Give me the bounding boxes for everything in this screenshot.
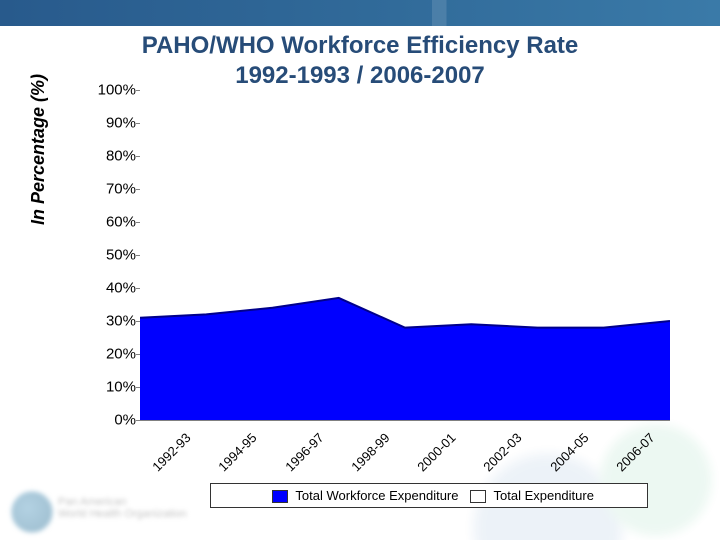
footer-logo: Pan AmericanWorld Health Organization (6, 486, 166, 534)
header-band (0, 0, 720, 26)
series-fill (140, 298, 670, 420)
x-tick-label: 1998-99 (339, 430, 392, 483)
legend: Total Workforce Expenditure Total Expend… (210, 483, 648, 508)
legend-swatch-0 (272, 490, 288, 503)
slide-title: PAHO/WHO Workforce Efficiency Rate (0, 32, 720, 60)
y-tick-mark (136, 387, 140, 388)
x-tick-label: 2002-03 (472, 430, 525, 483)
slide-root: PAHO/WHO Workforce Efficiency Rate 1992-… (0, 0, 720, 540)
y-tick-label: 60% (90, 214, 136, 231)
x-tick-label: 1992-93 (141, 430, 194, 483)
y-tick-label: 40% (90, 280, 136, 297)
logo-globe-icon (10, 490, 54, 534)
area-chart-svg (140, 90, 670, 420)
plot-area: 100%90%80%70%60%50%40%30%20%10%0%1992-93… (140, 90, 670, 421)
y-tick-label: 50% (90, 247, 136, 264)
y-tick-mark (136, 156, 140, 157)
y-tick-label: 100% (90, 82, 136, 99)
x-tick-label: 1996-97 (273, 430, 326, 483)
y-tick-label: 90% (90, 115, 136, 132)
legend-label-0: Total Workforce Expenditure (295, 488, 458, 503)
x-tick-label: 1994-95 (207, 430, 260, 483)
y-axis-label: In Percentage (%) (28, 74, 49, 225)
legend-label-1: Total Expenditure (494, 488, 594, 503)
y-tick-label: 20% (90, 346, 136, 363)
y-tick-label: 80% (90, 148, 136, 165)
y-tick-mark (136, 123, 140, 124)
y-tick-label: 30% (90, 313, 136, 330)
y-tick-mark (136, 288, 140, 289)
y-tick-mark (136, 222, 140, 223)
y-tick-label: 10% (90, 379, 136, 396)
y-tick-mark (136, 321, 140, 322)
x-tick-label: 2004-05 (538, 430, 591, 483)
legend-swatch-1 (470, 490, 486, 503)
x-tick-label: 2000-01 (406, 430, 459, 483)
y-tick-label: 70% (90, 181, 136, 198)
logo-text: Pan AmericanWorld Health Organization (58, 496, 187, 520)
y-tick-mark (136, 420, 140, 421)
x-tick-label: 2006-07 (604, 430, 657, 483)
y-tick-mark (136, 255, 140, 256)
chart: In Percentage (%) 100%90%80%70%60%50%40%… (70, 90, 670, 510)
y-tick-mark (136, 189, 140, 190)
y-tick-mark (136, 354, 140, 355)
y-tick-mark (136, 90, 140, 91)
y-tick-label: 0% (90, 412, 136, 429)
